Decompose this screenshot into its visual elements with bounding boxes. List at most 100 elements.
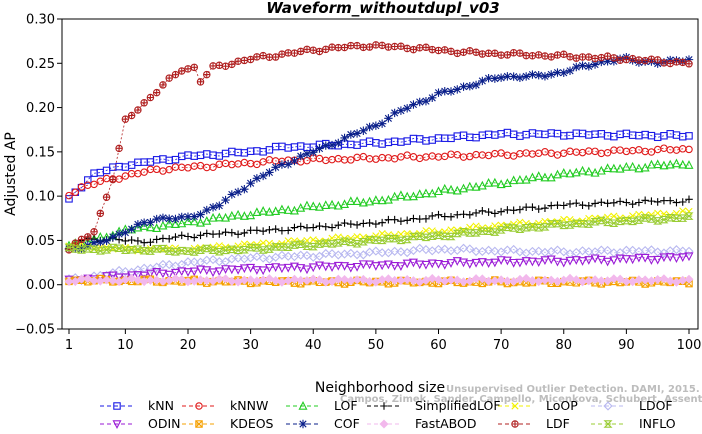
point-ldf <box>109 175 117 184</box>
point-ldf <box>296 47 305 56</box>
point-fastabod <box>634 275 644 285</box>
point-lof <box>490 177 500 187</box>
point-loop <box>472 222 480 230</box>
point-ldof <box>258 253 268 263</box>
point-knn <box>516 132 524 140</box>
point-lof <box>365 196 375 206</box>
legend-label-loop: LoOP <box>546 398 578 413</box>
point-simplifiedlof <box>340 219 349 227</box>
point-fastabod <box>358 274 368 284</box>
legend-label-ldf: LDF <box>546 416 570 431</box>
point-lof <box>427 188 437 198</box>
point-ldf <box>278 50 286 58</box>
point-inflo <box>127 246 137 254</box>
point-fastabod <box>371 277 381 287</box>
point-fastabod <box>383 274 393 284</box>
series-layer <box>64 41 694 288</box>
point-simplifiedlof <box>265 226 274 234</box>
point-odin <box>271 263 281 272</box>
point-ldf <box>641 56 649 65</box>
point-cof <box>309 148 318 157</box>
point-ldf <box>90 228 98 236</box>
point-simplifiedlof <box>491 209 499 218</box>
point-ldf <box>484 49 493 57</box>
point-ldf <box>447 47 455 56</box>
point-lof <box>239 211 249 220</box>
point-fastabod <box>108 276 118 286</box>
point-odin <box>634 253 644 263</box>
series-fastabod <box>64 273 694 287</box>
point-cof <box>227 190 237 199</box>
point-fastabod <box>640 275 650 285</box>
point-ldf <box>215 61 224 69</box>
point-simplifiedlof <box>202 229 211 238</box>
point-odin <box>471 258 481 268</box>
point-loop <box>284 237 292 245</box>
point-lof <box>653 159 663 169</box>
point-knnw <box>65 191 73 200</box>
point-ldof <box>302 250 312 261</box>
point-cof <box>390 108 399 118</box>
point-cof <box>171 214 180 224</box>
point-lof <box>559 167 569 177</box>
point-simplifiedlof <box>472 209 480 217</box>
point-odin <box>396 262 406 271</box>
point-cof <box>246 179 255 188</box>
point-ldof <box>314 251 325 261</box>
point-cof <box>114 229 124 239</box>
point-ldf <box>246 55 255 64</box>
point-lof <box>196 217 206 227</box>
legend-item-simplifiedlof: SimplifiedLOF <box>367 398 501 413</box>
y-tick-label: 0.30 <box>26 13 55 28</box>
point-inflo <box>296 240 306 249</box>
point-inflo <box>139 247 149 255</box>
point-inflo <box>89 245 99 253</box>
point-inflo <box>671 214 682 222</box>
point-knnw <box>441 152 449 161</box>
point-cof <box>221 195 230 205</box>
point-simplifiedlof <box>678 198 687 206</box>
point-cof <box>96 237 105 247</box>
point-odin <box>415 260 425 270</box>
point-inflo <box>390 234 400 243</box>
point-ldof <box>534 246 544 256</box>
point-simplifiedlof <box>321 222 330 231</box>
point-ldf <box>597 53 606 62</box>
point-ldf <box>503 51 512 59</box>
point-simplifiedlof <box>459 210 468 219</box>
point-fastabod <box>340 274 350 284</box>
point-odin <box>145 269 155 279</box>
point-inflo <box>421 233 431 242</box>
legend-marker-fastabod <box>379 419 389 429</box>
x-tick-label: 90 <box>618 338 635 353</box>
point-odin <box>421 260 431 270</box>
point-fastabod <box>202 276 212 286</box>
point-odin <box>465 260 475 269</box>
point-fastabod <box>509 277 519 287</box>
legend-marker-kdeos <box>195 420 203 428</box>
legend-marker-inflo <box>603 420 613 428</box>
point-simplifiedlof <box>121 237 130 245</box>
point-ldof <box>671 245 682 255</box>
point-inflo <box>289 241 299 249</box>
point-cof <box>559 68 568 77</box>
point-lof <box>208 212 218 222</box>
legend-item-odin: ODIN <box>100 416 181 431</box>
point-inflo <box>340 237 350 245</box>
point-odin <box>346 263 356 273</box>
point-cof <box>421 96 431 106</box>
point-cof <box>208 203 218 212</box>
point-ldf <box>466 47 474 55</box>
point-ldf <box>184 65 192 73</box>
point-lof <box>189 216 199 226</box>
point-cof <box>503 72 512 81</box>
point-ldf <box>541 52 549 60</box>
point-inflo <box>221 246 231 255</box>
point-ldof <box>327 249 337 259</box>
point-lof <box>496 179 506 189</box>
point-fastabod <box>296 275 306 285</box>
point-lof <box>546 172 556 182</box>
point-cof <box>108 232 118 242</box>
point-fastabod <box>471 274 481 284</box>
point-simplifiedlof <box>528 203 537 211</box>
